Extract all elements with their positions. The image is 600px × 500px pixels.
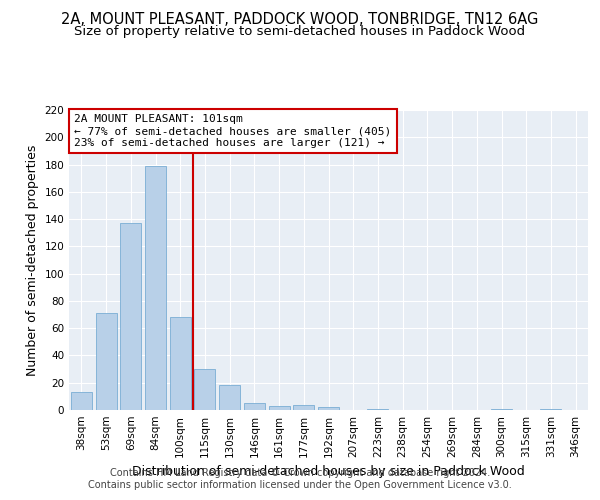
Bar (541, 408, 562, 410)
Text: 2A MOUNT PLEASANT: 101sqm
← 77% of semi-detached houses are smaller (405)
23% of: 2A MOUNT PLEASANT: 101sqm ← 77% of semi-… (74, 114, 391, 148)
Text: Size of property relative to semi-detached houses in Paddock Wood: Size of property relative to semi-detach… (74, 25, 526, 38)
X-axis label: Distribution of semi-detached houses by size in Paddock Wood: Distribution of semi-detached houses by … (132, 466, 525, 478)
Bar (491, 408, 512, 410)
Text: 2A, MOUNT PLEASANT, PADDOCK WOOD, TONBRIDGE, TN12 6AG: 2A, MOUNT PLEASANT, PADDOCK WOOD, TONBRI… (61, 12, 539, 28)
Bar (219, 386, 240, 410)
Bar (269, 406, 290, 410)
Bar (194, 369, 215, 410)
Bar (318, 408, 339, 410)
Text: Contains HM Land Registry data © Crown copyright and database right 2024.
Contai: Contains HM Land Registry data © Crown c… (88, 468, 512, 490)
Bar (120, 223, 141, 410)
Bar (145, 166, 166, 410)
Bar (170, 318, 191, 410)
Bar (367, 408, 388, 410)
Bar (71, 392, 92, 410)
Y-axis label: Number of semi-detached properties: Number of semi-detached properties (26, 144, 39, 376)
Bar (293, 404, 314, 410)
Bar (95, 313, 116, 410)
Bar (244, 403, 265, 410)
